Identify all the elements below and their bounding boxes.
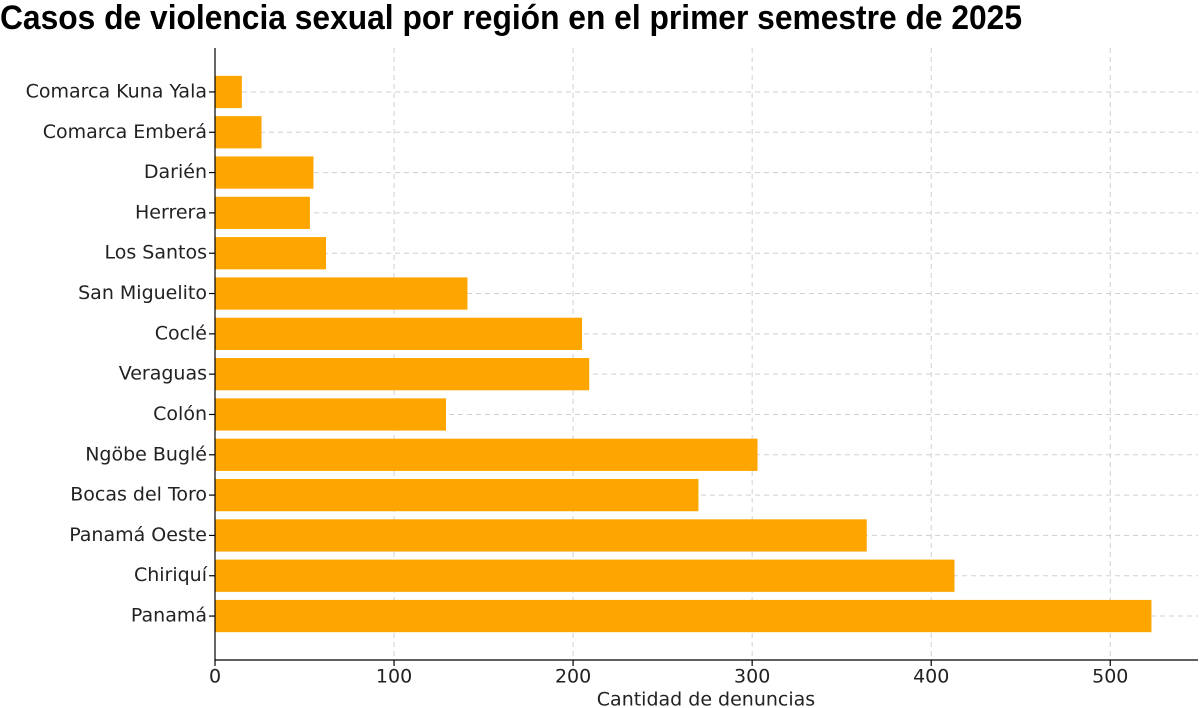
bar (215, 277, 468, 310)
bar (215, 478, 699, 512)
bar (215, 75, 242, 109)
bar (215, 196, 310, 230)
x-tick-label: 300 (734, 666, 770, 688)
bar (215, 519, 867, 552)
bar (215, 156, 314, 189)
y-tick-label: Bocas del Toro (70, 484, 207, 506)
bar (215, 116, 262, 149)
y-tick-label: Colón (153, 403, 207, 425)
y-tick-label: Darién (144, 161, 207, 183)
y-tick-label: Los Santos (104, 242, 207, 264)
bar (215, 358, 590, 391)
y-tick-label: Comarca Emberá (43, 121, 207, 143)
y-tick-label: San Miguelito (78, 282, 207, 304)
bar (215, 398, 446, 431)
y-tick-label: Veraguas (119, 363, 207, 385)
y-tick-label: Herrera (135, 201, 207, 223)
bar (215, 599, 1152, 633)
bar (215, 438, 758, 471)
y-tick-label: Ngöbe Buglé (85, 443, 207, 465)
bar (215, 237, 327, 270)
bar (215, 559, 955, 592)
x-axis-label: Cantidad de denuncias (597, 689, 815, 708)
x-tick-label: 100 (376, 666, 412, 688)
bar (215, 317, 583, 350)
y-tick-label: Chiriquí (134, 564, 208, 586)
x-tick-label: 400 (913, 666, 949, 688)
y-tick-label: Panamá (131, 605, 207, 627)
x-tick-label: 0 (209, 666, 221, 688)
y-tick-label: Coclé (155, 322, 207, 344)
y-tick-label: Comarca Kuna Yala (26, 80, 207, 102)
y-tick-label: Panamá Oeste (69, 524, 207, 546)
x-tick-label: 200 (555, 666, 591, 688)
x-tick-label: 500 (1092, 666, 1128, 688)
chart-title: Casos de violencia sexual por región en … (0, 0, 1022, 37)
